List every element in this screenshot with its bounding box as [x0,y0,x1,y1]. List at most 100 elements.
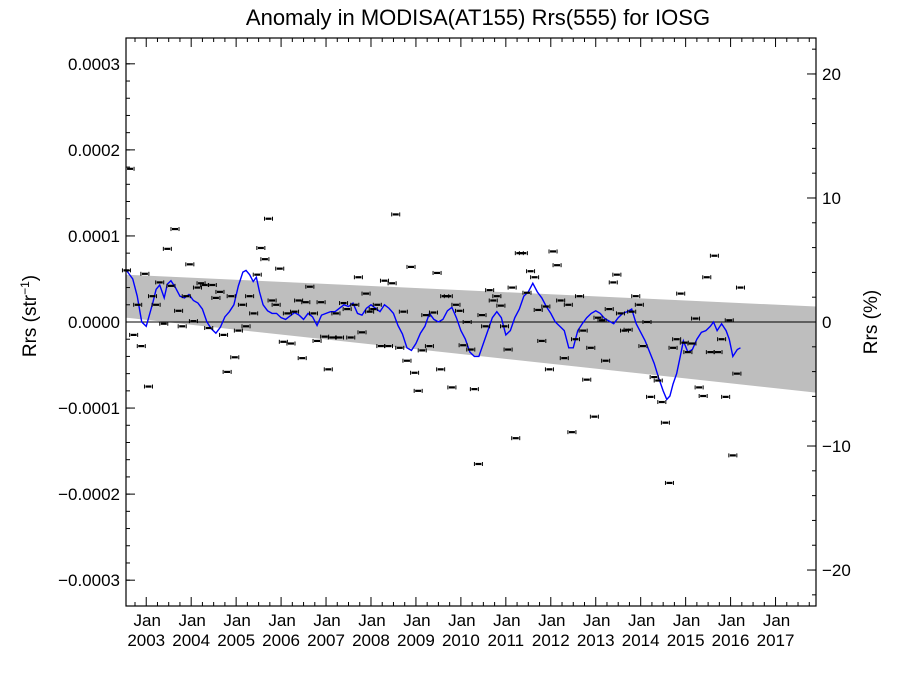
anomaly-point [170,227,180,232]
anomaly-point [372,302,382,307]
anomaly-point [657,400,667,405]
anomaly-point [717,337,727,342]
anomaly-point [177,324,187,329]
anomaly-point [301,300,311,305]
anomaly-point [316,300,326,305]
anomaly-point [488,298,498,303]
anomaly-point [222,369,232,374]
anomaly-point [417,348,427,353]
anomaly-point [384,344,394,349]
anomaly-point [335,335,345,340]
anomaly-point [691,316,701,321]
anomaly-point [481,324,491,329]
anomaly-point [541,304,551,309]
x-tick-year-label: 2003 [127,631,165,650]
anomaly-point [559,356,569,361]
x-tick-month-label: Jan [403,611,430,630]
anomaly-point [499,324,509,329]
anomaly-point [713,350,723,355]
anomaly-point [634,302,644,307]
anomaly-point [166,283,176,288]
anomaly-point [129,332,139,337]
anomaly-point [732,371,742,376]
anomaly-point [327,335,337,340]
y-axis-label-right: Rrs (%) [861,290,882,354]
y-left-tick-label: 0.0002 [68,141,120,160]
anomaly-point [526,269,536,274]
anomaly-point [249,311,259,316]
anomaly-point [278,339,288,344]
x-tick-month-label: Jan [178,611,205,630]
anomaly-point [698,394,708,399]
anomaly-point [181,294,191,299]
anomaly-point [290,309,300,314]
anomaly-point [267,298,277,303]
anomaly-point [398,309,408,314]
anomaly-point [413,388,423,393]
anomaly-point [571,337,581,342]
anomaly-point [567,430,577,435]
anomaly-point [155,280,165,285]
x-tick-year-label: 2007 [307,631,345,650]
anomaly-point [649,375,659,380]
anomaly-point [485,288,495,293]
y-left-tick-label: 0.0001 [68,227,120,246]
anomaly-point [402,358,412,363]
anomaly-point [451,302,461,307]
anomaly-point [219,332,229,337]
anomaly-point [447,385,457,390]
anomaly-point [237,302,247,307]
anomaly-point [226,294,236,299]
axes: 0.0003 0.0002 0.0001 0.0000 −0.0001 −0.0002 −0… [58,38,851,650]
anomaly-point [174,308,184,313]
anomaly-point [544,367,554,372]
anomaly-point [275,266,285,271]
anomaly-point [424,344,434,349]
x-tick-year-label: 2004 [172,631,210,650]
anomaly-point [140,271,150,276]
anomaly-point [188,319,198,324]
anomaly-point [496,303,506,308]
anomaly-point [477,313,487,318]
trend-confidence-band [126,274,816,393]
anomaly-point [159,321,169,326]
anomaly-point [395,345,405,350]
x-tick-month-label: Jan [538,611,565,630]
anomaly-point [436,367,446,372]
x-tick-month-label: Jan [223,611,250,630]
anomaly-point [151,302,161,307]
y-right-tick-label: 0 [822,313,831,332]
x-tick-month-label: Jan [493,611,520,630]
anomaly-point [297,356,307,361]
x-tick-year-label: 2005 [217,631,255,650]
anomaly-point [458,343,468,348]
anomaly-point [466,347,476,352]
anomaly-point [211,295,221,300]
anomaly-point [601,358,611,363]
anomaly-point [530,275,540,280]
x-tick-year-label: 2013 [577,631,615,650]
x-tick-year-label: 2015 [667,631,705,650]
x-tick-year-label: 2010 [442,631,480,650]
x-tick-month-label: Jan [673,611,700,630]
anomaly-point [724,318,734,323]
anomaly-point [668,345,678,350]
anomaly-point [245,294,255,299]
x-tick-month-label: Jan [718,611,745,630]
anomaly-point [646,394,656,399]
anomaly-point [660,420,670,425]
x-tick-year-label: 2008 [352,631,390,650]
anomaly-point [185,262,195,267]
anomaly-point [623,327,633,332]
anomaly-point [552,263,562,268]
anomaly-point [522,290,532,295]
anomaly-point [331,311,341,316]
anomaly-point [511,436,521,441]
anomaly-point [350,302,360,307]
anomaly-point [638,344,648,349]
anomaly-point [148,294,158,299]
anomaly-point [365,309,375,314]
anomaly-point [642,320,652,324]
x-tick-year-label: 2017 [757,631,795,650]
y-left-tick-label: −0.0002 [58,485,120,504]
